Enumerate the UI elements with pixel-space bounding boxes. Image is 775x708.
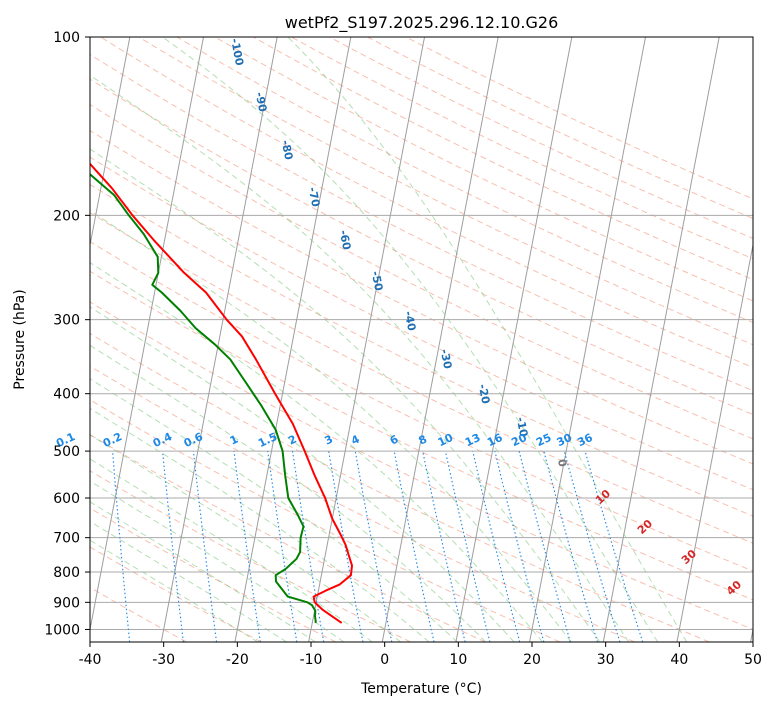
isotherm-label: -40 (402, 310, 419, 332)
x-tick-label: 40 (670, 652, 688, 668)
x-tick-label: 10 (449, 652, 467, 668)
isotherm-line (529, 37, 647, 642)
x-tick-label: 50 (744, 652, 762, 668)
x-tick-label: 30 (597, 652, 615, 668)
y-tick-label: 500 (53, 444, 80, 460)
isotherm-line (90, 37, 205, 633)
mixing-ratio-line (393, 450, 435, 642)
isotherm-label: -30 (438, 348, 455, 370)
mixing-ratio-line (267, 451, 298, 642)
mixing-ratio-line (472, 450, 521, 642)
dry-adiabat-line (90, 507, 337, 642)
isotherm-label: -70 (306, 186, 323, 208)
isotherm-line (602, 37, 720, 642)
moist-adiabat-line (90, 480, 345, 642)
moist-adiabat-line (162, 37, 659, 642)
dry-adiabat-line (90, 332, 710, 642)
mixing-ratio-line (112, 451, 131, 642)
mixing-ratio-label: 36 (575, 431, 595, 449)
isotherm-label: -60 (337, 229, 354, 251)
mixing-ratio-line (518, 450, 571, 642)
mixing-ratio-label: 16 (485, 431, 505, 449)
mixing-ratio-label: 10 (436, 431, 456, 449)
moist-adiabat-line (90, 209, 572, 642)
mixing-ratio-line (543, 450, 599, 642)
y-tick-label: 700 (53, 531, 80, 547)
y-tick-label: 1000 (44, 622, 80, 638)
dry-adiabat-line (90, 399, 561, 642)
moist-adiabat-line (90, 344, 486, 642)
moist-adiabat-line (90, 378, 458, 642)
mixing-ratio-line (161, 451, 184, 642)
mixing-ratio-label: 25 (534, 431, 553, 449)
background-lines (90, 37, 753, 642)
temperature-profile-line (90, 162, 353, 624)
y-tick-label: 200 (53, 208, 80, 224)
moist-adiabat-line (90, 434, 402, 642)
isotherm-label: -80 (279, 139, 296, 161)
dry-adiabat-line (90, 301, 753, 630)
mixing-ratio-line (494, 450, 545, 642)
isotherm-label: -20 (476, 383, 493, 405)
dewpoint-profile-line (90, 173, 317, 624)
moist-adiabat-line (90, 262, 543, 642)
dry-adiabat-line (90, 129, 753, 465)
x-tick-label: -10 (300, 652, 323, 668)
axes: -40 -30 -20 -10 0 10 20 30 40 5010009008007006005… (44, 30, 762, 668)
moist-adiabat-line (90, 148, 601, 642)
dry-adiabat-line (90, 270, 753, 601)
mixing-ratio-line (563, 450, 621, 642)
isotherm-label: -100 (228, 37, 246, 67)
isotherm-line (90, 37, 131, 248)
mixing-ratio-line (444, 450, 491, 642)
mixing-ratio-label: 30 (555, 431, 575, 449)
mixing-ratio-label: 20 (509, 431, 529, 449)
dry-adiabat-line (90, 365, 635, 642)
isotherm-line (455, 37, 573, 642)
y-axis-title: Pressure (hPa) (12, 289, 28, 389)
y-tick-label: 600 (53, 491, 80, 507)
isotherm-label: -10 (514, 416, 531, 438)
zero-isotherm-label: 0 (555, 458, 569, 468)
mixing-ratio-line (422, 450, 466, 642)
isotherm-line (676, 242, 753, 642)
mixing-ratio-line (354, 451, 393, 642)
y-tick-label: 400 (53, 387, 80, 403)
dry-adiabat-line (90, 240, 753, 572)
dry-adiabat-line (90, 470, 411, 642)
y-tick-label: 800 (53, 565, 80, 581)
mixing-ratio-line (584, 450, 644, 642)
y-tick-label: 300 (53, 313, 80, 329)
mixing-ratio-label: 13 (463, 431, 482, 449)
isotherm-line (308, 37, 426, 642)
moist-adiabat-line (90, 407, 430, 642)
x-tick-label: 20 (523, 652, 541, 668)
isotherm-label: -90 (253, 91, 270, 113)
isotherm-label: -50 (369, 270, 386, 292)
x-tick-label: -30 (152, 652, 175, 668)
chart-title: wetPf2_S197.2025.296.12.10.G26 (285, 13, 559, 33)
mixing-ratio-line (233, 451, 261, 642)
mixing-ratio-line (192, 451, 218, 642)
x-axis-title: Temperature (°C) (360, 681, 482, 697)
mixing-ratio-line (328, 451, 364, 642)
x-tick-label: -20 (226, 652, 249, 668)
moist-adiabat-line (90, 539, 259, 642)
isotherm-line (381, 37, 499, 642)
y-tick-label: 900 (53, 595, 80, 611)
plot-frame (89, 36, 754, 643)
isotherm-line (234, 37, 352, 642)
line-labels: -100-90-80-70-60-50-40-30-20-100.1 0.2 0.4… (54, 37, 744, 598)
profile-lines (90, 162, 353, 624)
moist-adiabat-line (90, 74, 630, 642)
x-tick-label: -40 (79, 652, 102, 668)
x-tick-label: 0 (380, 652, 389, 668)
isotherm-line (160, 37, 278, 642)
y-tick-label: 100 (53, 30, 80, 46)
moist-adiabat-line (90, 306, 515, 642)
